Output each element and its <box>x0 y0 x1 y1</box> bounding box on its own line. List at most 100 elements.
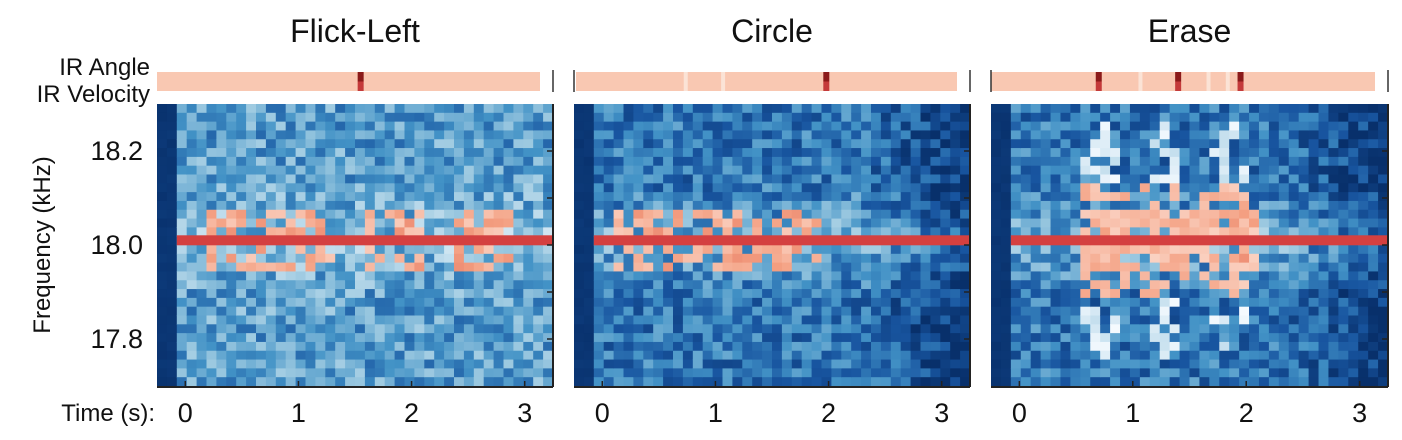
heatmap-cell <box>1328 262 1339 273</box>
heatmap-cell <box>236 227 247 237</box>
heatmap-cell <box>762 245 773 255</box>
heatmap-cell <box>1308 359 1320 369</box>
heatmap-cell <box>404 209 415 220</box>
heatmap-cell <box>1060 192 1071 202</box>
heatmap-cell <box>811 200 823 211</box>
heatmap-cell <box>633 262 644 273</box>
heatmap-cell <box>722 377 733 387</box>
ir-light-cell <box>683 72 688 91</box>
heatmap-cell <box>444 280 455 290</box>
heatmap-cell <box>692 368 704 378</box>
heatmap-cell <box>1189 368 1201 378</box>
heatmap-cell <box>493 156 505 167</box>
heatmap-cell <box>762 174 773 184</box>
heatmap-cell <box>643 289 654 299</box>
heatmap-cell <box>633 174 644 184</box>
heatmap-cell <box>1169 121 1181 132</box>
heatmap-cell <box>315 253 326 264</box>
heatmap-cell <box>890 192 902 202</box>
heatmap-cell <box>206 306 217 317</box>
heatmap-cell <box>543 245 554 255</box>
heatmap-cell <box>325 227 336 237</box>
heatmap-cell <box>752 112 763 123</box>
heatmap-cell <box>1229 218 1240 228</box>
heatmap-cell <box>1348 174 1359 184</box>
heatmap-cell <box>523 306 534 317</box>
heatmap-cell <box>1318 368 1330 378</box>
heatmap-cell <box>157 218 168 228</box>
heatmap-cell <box>543 112 554 123</box>
heatmap-cell <box>364 121 376 132</box>
heatmap-cell <box>364 368 376 378</box>
heatmap-cell <box>1338 324 1349 334</box>
heatmap-cell <box>1040 192 1052 202</box>
heatmap-cell <box>355 359 366 369</box>
heatmap-cell <box>186 350 198 361</box>
heatmap-cell <box>623 341 634 352</box>
heatmap-cell <box>414 165 425 176</box>
heatmap-cell <box>1129 306 1141 317</box>
heatmap-cell <box>285 104 297 114</box>
heatmap-cell <box>752 130 763 140</box>
heatmap-cell <box>1040 121 1052 132</box>
heatmap-cell <box>742 227 753 237</box>
heatmap-cell <box>424 271 435 281</box>
heatmap-cell <box>513 139 524 149</box>
heatmap-cell <box>1010 271 1022 281</box>
heatmap-cell <box>871 245 882 255</box>
heatmap-cell <box>196 271 208 281</box>
heatmap-cell <box>880 227 892 237</box>
heatmap-cell <box>325 315 336 325</box>
heatmap-cell <box>653 245 664 255</box>
heatmap-cell <box>414 350 425 361</box>
heatmap-cell <box>1368 262 1379 273</box>
heatmap-cell <box>1199 368 1210 378</box>
heatmap-cell <box>424 227 435 237</box>
heatmap-cell <box>752 262 763 273</box>
heatmap-cell <box>1020 289 1032 299</box>
heatmap-cell <box>801 297 813 308</box>
heatmap-cell <box>762 192 773 202</box>
heatmap-cell <box>1000 377 1012 387</box>
heatmap-cell <box>1209 192 1220 202</box>
heatmap-cell <box>186 209 198 220</box>
heatmap-cell <box>1020 262 1032 273</box>
heatmap-cell <box>305 174 316 184</box>
heatmap-cell <box>1060 289 1071 299</box>
heatmap-cell <box>157 139 168 149</box>
heatmap-cell <box>930 218 941 228</box>
heatmap-cell <box>663 218 674 228</box>
heatmap-cell <box>752 174 763 184</box>
heatmap-cell <box>1298 200 1310 211</box>
heatmap-cell <box>752 218 763 228</box>
heatmap-cell <box>315 183 326 193</box>
heatmap-cell <box>295 297 307 308</box>
heatmap-cell <box>603 341 615 352</box>
heatmap-cell <box>1110 333 1121 343</box>
heatmap-cell <box>1189 227 1201 237</box>
heatmap-cell <box>246 280 257 290</box>
heatmap-cell <box>1129 324 1141 334</box>
heatmap-cell <box>772 156 783 167</box>
heatmap-cell <box>1239 377 1250 387</box>
heatmap-cell <box>1179 227 1191 237</box>
heatmap-cell <box>791 271 803 281</box>
heatmap-cell <box>1268 368 1280 378</box>
heatmap-cell <box>762 183 773 193</box>
heatmap-cell <box>543 262 554 273</box>
heatmap-cell <box>513 148 524 158</box>
heatmap-cell <box>1348 368 1359 378</box>
heatmap-cell <box>493 200 505 211</box>
heatmap-cell <box>463 156 475 167</box>
heatmap-cell <box>593 156 605 167</box>
heatmap-cell <box>991 297 1002 308</box>
heatmap-cell <box>1298 156 1310 167</box>
heatmap-cell <box>374 368 386 378</box>
heatmap-cell <box>900 174 912 184</box>
heatmap-cell <box>1278 139 1290 149</box>
heatmap-cell <box>206 156 217 167</box>
heatmap-cell <box>1348 324 1359 334</box>
heatmap-cell <box>1040 200 1052 211</box>
heatmap-cell <box>394 271 406 281</box>
heatmap-cell <box>246 245 257 255</box>
